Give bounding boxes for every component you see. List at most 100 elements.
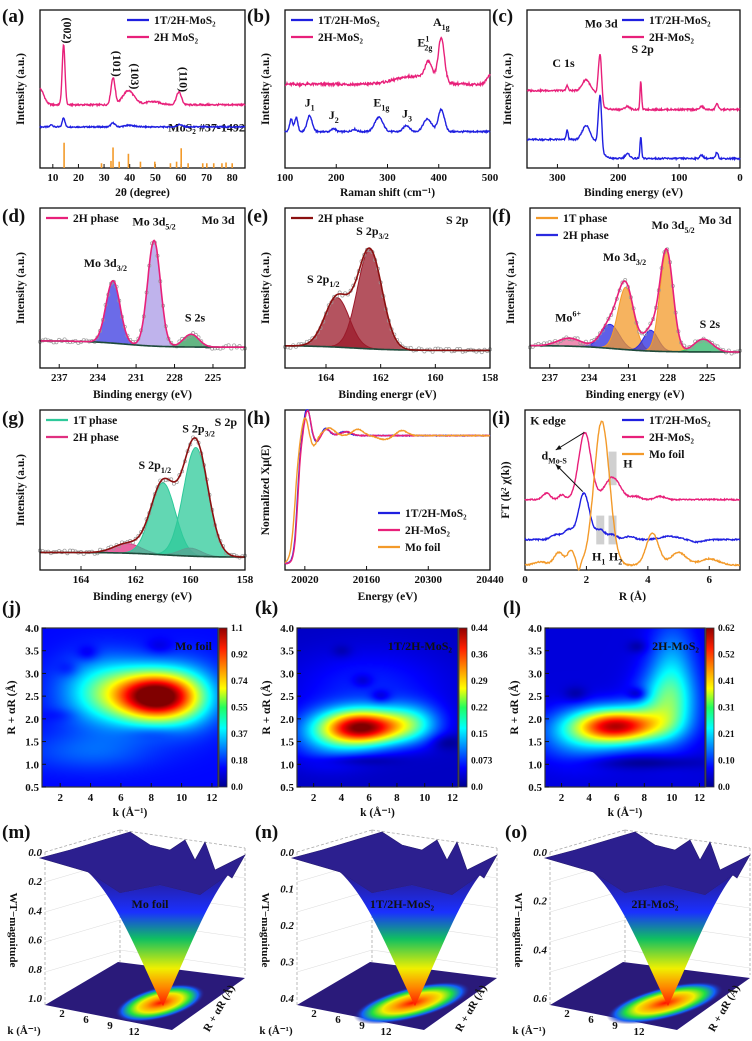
- y-axis-title: Intensity (a.u.): [260, 53, 272, 125]
- series-line: [524, 420, 740, 571]
- annotation-label: S 2p3/2: [356, 224, 389, 241]
- x-tick-label: 4: [586, 792, 592, 804]
- annotation-label: S 2s: [700, 317, 721, 331]
- panel-label: (b): [247, 6, 270, 27]
- legend-entry: 2H-MoS₂: [378, 525, 451, 537]
- series-line: [524, 491, 741, 544]
- projection-hotspot: [353, 981, 471, 1025]
- k-tick-label: 9: [612, 1020, 618, 1032]
- annotation-label: (002): [61, 18, 75, 44]
- panel-label: (e): [247, 206, 268, 227]
- x-axis-title: k (Å⁻¹): [360, 805, 395, 819]
- panel-m: 0.0 0.2 0.4 0.6 0.8 1.0 WT−magnitude 2 6 9 12 k (Å⁻…: [7, 829, 246, 1038]
- colorbar-tick-label: 0.74: [231, 677, 248, 687]
- plot-frame: [544, 627, 706, 788]
- annotation-text: S 2s: [185, 311, 206, 325]
- x-tick-label: 2: [559, 792, 565, 804]
- x-axis-title: Binding energy (eV): [93, 389, 192, 401]
- annotation-text: H: [609, 549, 619, 563]
- annotation-label: K edge: [530, 413, 566, 427]
- x-tick-label: 70: [201, 172, 213, 184]
- y-tick-label: 4.0: [528, 623, 542, 635]
- legend-label: 2H phase: [73, 213, 119, 225]
- series-line: [524, 431, 740, 502]
- colorbar-tick-label: 0.22: [471, 704, 488, 714]
- x-axis-title: R (Å): [619, 589, 646, 603]
- x-tick-label: 10: [419, 792, 431, 804]
- annotation-label: (103): [128, 63, 142, 89]
- grid-line: [44, 949, 121, 973]
- plot-frame: [296, 627, 459, 788]
- y-axis-title: Intensity (a.u.): [260, 252, 272, 324]
- plot-frame: [41, 627, 219, 788]
- x-tick-label: 400: [431, 172, 448, 184]
- annotation-text: S 2s: [700, 317, 721, 331]
- y-axis-title: R + αR (Å): [507, 680, 521, 734]
- x-tick-label: 160: [427, 372, 444, 384]
- annotation-text: Mo 3d: [202, 213, 235, 227]
- colorbar: [218, 627, 228, 788]
- legend-entry: 2H MoS₂: [127, 32, 199, 44]
- x-tick-label: 8: [642, 792, 648, 804]
- annotation-label: E1 2g: [417, 34, 432, 52]
- annotation-label: Mo 3d: [202, 213, 235, 227]
- colorbar-tick-label: 0.62: [718, 624, 735, 634]
- k-tick-label: 6: [588, 1014, 594, 1026]
- panel-label: (g): [2, 408, 24, 429]
- annotation-label: Mo6+: [555, 310, 581, 325]
- wavelet-heatmap-image: [297, 628, 458, 787]
- z-tick-label: 0.2: [533, 896, 547, 908]
- colorbar-tick-label: 0.92: [231, 651, 248, 661]
- y-tick-label: 3.0: [25, 668, 39, 680]
- annotation-text: K edge: [530, 413, 566, 427]
- envelope-line: [529, 247, 740, 353]
- z-tick-label: 0.4: [28, 905, 42, 917]
- surface-peak: [88, 872, 228, 1006]
- annotation-subscript: 3/2: [379, 232, 389, 241]
- z-tick-label: 0.6: [533, 993, 547, 1005]
- x-axis-title: 2θ (degree): [115, 187, 170, 199]
- annotation-subscript: 3/2: [117, 264, 127, 273]
- axis-box-line: [296, 829, 373, 853]
- panel-label: (f): [492, 206, 511, 227]
- x-tick-label: 158: [482, 372, 499, 384]
- x-tick-label: 228: [166, 372, 183, 384]
- x-tick-label: 4: [88, 792, 94, 804]
- annotation-text: d: [541, 449, 548, 463]
- colorbar-tick-label: 0.21: [718, 730, 735, 740]
- background-line: [530, 344, 740, 353]
- x-tick-label: 300: [549, 172, 566, 184]
- envelope-line: [285, 247, 490, 352]
- legend-entry: 2H phase: [46, 432, 119, 444]
- z-tick-label: 0.4: [533, 944, 547, 956]
- panel-l: 2 4 6 8 10 12 0.5 1.0 1.5 2.0 2.5 3.0 3.5 4.0 k (Å⁻¹) R…: [507, 623, 735, 819]
- arrow-head-icon: [555, 445, 562, 450]
- panel-f: 237 234 231 228 225 Binding energy (eV) Intens…: [505, 207, 742, 401]
- annotation-subscript: 1: [311, 103, 315, 112]
- annotation-label: C 1s: [552, 56, 575, 70]
- heatmap-title: 1T/2H-MoS₂: [388, 639, 453, 653]
- annotation-text: (101): [110, 51, 124, 77]
- k-tick-label: 12: [129, 1026, 141, 1038]
- x-tick-label: 300: [379, 172, 396, 184]
- annotation-subscript: 5/2: [165, 223, 175, 232]
- annotation-label: S 2p3/2: [182, 421, 215, 438]
- legend-entry: 2H phase: [46, 213, 119, 225]
- colorbar-tick-label: 0.55: [231, 704, 248, 714]
- panel-label: (l): [503, 598, 521, 619]
- legend-label: 2H-MoS₂: [318, 32, 364, 44]
- k-axis-title: k (Å⁻¹): [7, 1025, 41, 1037]
- panel-g: 164 162 160 158 Binding energy (eV) Intensity…: [15, 409, 254, 603]
- x-axis-title: Raman shift (cm⁻¹): [340, 187, 435, 199]
- annotation-label: (101): [110, 51, 124, 77]
- series-line: [526, 53, 741, 113]
- x-tick-label: 100: [277, 172, 294, 184]
- x-axis-title: Binding energy (eV): [584, 187, 683, 199]
- annotation-label: Mo 3d: [699, 213, 732, 227]
- annotation-label: A1g: [433, 15, 450, 32]
- z-axis-title: WT−magnitude: [512, 893, 524, 968]
- x-tick-label: 12: [694, 792, 706, 804]
- annotation-text: Mo 3d: [84, 256, 117, 270]
